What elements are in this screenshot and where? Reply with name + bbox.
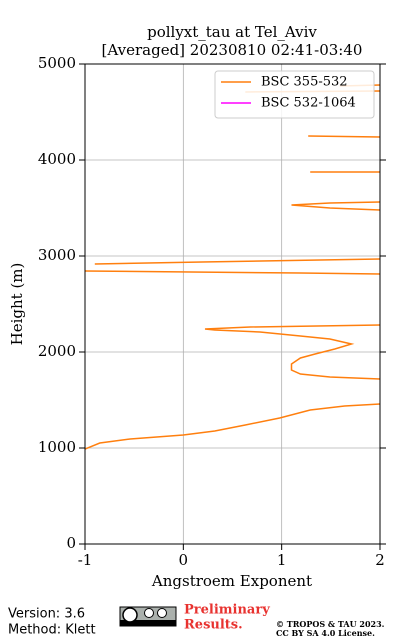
chart-title: pollyxt_tau at Tel_Aviv: [147, 23, 317, 41]
cc-badge: [119, 606, 177, 627]
method: Method: Klett: [8, 623, 96, 638]
x-axis-label: Angstroem Exponent: [151, 572, 312, 590]
legend-label: BSC 355-532: [261, 75, 348, 90]
legend: BSC 355-532 BSC 532-1064: [214, 70, 375, 119]
y-tick-label: 2000: [38, 342, 76, 360]
plot-frame: [84, 63, 381, 545]
legend-label: BSC 532-1064: [261, 96, 356, 111]
y-tick-label: 1000: [38, 438, 76, 456]
version: Version: 3.6: [8, 607, 85, 622]
series-line: [85, 84, 380, 450]
y-tick-label: 0: [66, 534, 76, 552]
y-tick-label: 5000: [38, 54, 76, 72]
preliminary: Preliminary: [184, 603, 270, 618]
x-tick-label: 2: [375, 551, 385, 569]
y-tick-label: 4000: [38, 150, 76, 168]
license: CC BY SA 4.0 License.: [276, 628, 375, 638]
plot-lines: [85, 84, 380, 450]
results: Results.: [184, 618, 243, 633]
legend-box: [214, 70, 375, 119]
y-tick-label: 3000: [38, 246, 76, 264]
y-axis-label: Height (m): [8, 263, 26, 346]
copyright: © TROPOS & TAU 2023.: [276, 619, 385, 629]
x-tick-label: 0: [179, 551, 189, 569]
x-tick-label: 1: [277, 551, 287, 569]
x-tick-label: -1: [78, 551, 93, 569]
chart-subtitle: [Averaged] 20230810 02:41-03:40: [102, 41, 363, 59]
